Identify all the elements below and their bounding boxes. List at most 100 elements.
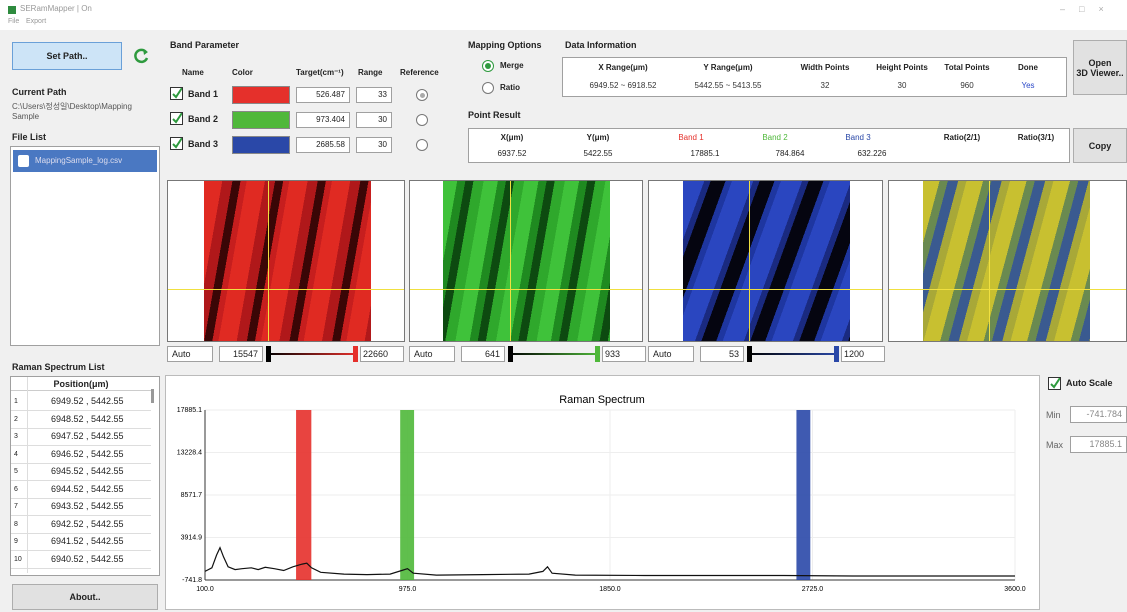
range-input[interactable]: 30 bbox=[356, 112, 392, 128]
column-header: X(μm) bbox=[472, 133, 552, 142]
column-header: Target(cm⁻¹) bbox=[296, 68, 344, 77]
min-label: Min bbox=[1046, 410, 1061, 420]
column-header: X Range(μm) bbox=[583, 63, 663, 72]
file-list: MappingSample_log.csv bbox=[10, 146, 160, 346]
column-value: 6937.52 bbox=[472, 149, 552, 158]
column-header: Range bbox=[358, 68, 382, 77]
slider-thumb[interactable] bbox=[508, 346, 513, 362]
auto-scale-label[interactable]: Auto Scale bbox=[1066, 378, 1113, 388]
reference-radio[interactable] bbox=[416, 89, 428, 101]
chart-title: Raman Spectrum bbox=[559, 394, 645, 406]
band-name: Band 2 bbox=[188, 114, 218, 124]
spectrum-list-label: Raman Spectrum List bbox=[12, 362, 105, 372]
mode-select[interactable]: Auto bbox=[648, 346, 694, 362]
band-highlight bbox=[400, 410, 414, 580]
reference-radio[interactable] bbox=[416, 114, 428, 126]
column-header: Y(μm) bbox=[558, 133, 638, 142]
max-input[interactable]: 22660 bbox=[360, 346, 404, 362]
row-position: 6945.52 , 5442.55 bbox=[51, 463, 124, 480]
row-index: 8 bbox=[14, 516, 18, 533]
mode-select[interactable]: Auto bbox=[167, 346, 213, 362]
row-index: 9 bbox=[14, 533, 18, 550]
option-label[interactable]: Ratio bbox=[500, 83, 520, 92]
band3-map bbox=[683, 181, 850, 341]
column-header: Band 3 bbox=[818, 133, 898, 142]
menu-item[interactable]: File bbox=[8, 18, 19, 25]
crosshair bbox=[989, 181, 990, 341]
radio-button[interactable] bbox=[482, 82, 494, 94]
row-position: 6947.52 , 5442.55 bbox=[51, 428, 124, 445]
crosshair bbox=[749, 181, 750, 341]
point-result-title: Point Result bbox=[468, 110, 521, 120]
crosshair bbox=[410, 289, 642, 290]
column-value: 17885.1 bbox=[665, 149, 745, 158]
band1-map bbox=[204, 181, 371, 341]
y-tick-label: 17885.1 bbox=[177, 407, 202, 414]
checkbox[interactable] bbox=[170, 112, 183, 125]
open-3d-viewer-button[interactable]: Open 3D Viewer.. bbox=[1073, 40, 1127, 95]
about-button[interactable]: About.. bbox=[12, 584, 158, 610]
slider-track[interactable] bbox=[748, 353, 838, 355]
min-input[interactable]: 15547 bbox=[219, 346, 263, 362]
band-color[interactable] bbox=[232, 86, 290, 104]
mode-select[interactable]: Auto bbox=[409, 346, 455, 362]
band-color[interactable] bbox=[232, 136, 290, 154]
slider-thumb[interactable] bbox=[834, 346, 839, 362]
set-path-button[interactable]: Set Path.. bbox=[12, 42, 122, 70]
file-item[interactable]: MappingSample_log.csv bbox=[13, 150, 157, 172]
crosshair bbox=[510, 181, 511, 341]
column-header: Band 1 bbox=[651, 133, 731, 142]
min-input[interactable]: -741.784 bbox=[1070, 406, 1127, 423]
spectrum-chart: Raman Spectrum -741.83914.98571.713228.4… bbox=[165, 375, 1040, 610]
merge-map bbox=[923, 181, 1090, 341]
checkbox[interactable] bbox=[170, 87, 183, 100]
scrollbar[interactable] bbox=[151, 389, 154, 403]
radio-button[interactable] bbox=[482, 60, 494, 72]
target-input[interactable]: 526.487 bbox=[296, 87, 350, 103]
max-input[interactable]: 17885.1 bbox=[1070, 436, 1127, 453]
row-index: 7 bbox=[14, 498, 18, 515]
row-index: 10 bbox=[14, 551, 22, 568]
slider-thumb[interactable] bbox=[266, 346, 271, 362]
column-divider bbox=[27, 377, 28, 573]
range-input[interactable]: 33 bbox=[356, 87, 392, 103]
max-input[interactable]: 933 bbox=[602, 346, 646, 362]
slider-thumb[interactable] bbox=[747, 346, 752, 362]
row-position: 6943.52 , 5442.55 bbox=[51, 498, 124, 515]
target-input[interactable]: 2685.58 bbox=[296, 137, 350, 153]
checkbox[interactable] bbox=[1048, 377, 1061, 390]
column-header: Done bbox=[988, 63, 1068, 72]
row-position: 6948.52 , 5442.55 bbox=[51, 411, 124, 428]
spectrum-list-header: Position(μm) bbox=[11, 377, 151, 391]
menu-item[interactable]: Export bbox=[26, 18, 46, 25]
column-header: Reference bbox=[400, 68, 439, 77]
slider-track[interactable] bbox=[509, 353, 599, 355]
band1-map-panel bbox=[167, 180, 405, 342]
refresh-icon[interactable] bbox=[132, 47, 150, 65]
min-input[interactable]: 53 bbox=[700, 346, 744, 362]
target-input[interactable]: 973.404 bbox=[296, 112, 350, 128]
min-input[interactable]: 641 bbox=[461, 346, 505, 362]
slider-thumb[interactable] bbox=[595, 346, 600, 362]
range-input[interactable]: 30 bbox=[356, 137, 392, 153]
row-index: 3 bbox=[14, 428, 18, 445]
current-path: C:\Users\정성일\Desktop\Mapping Sample bbox=[12, 102, 158, 122]
app-window: SERamMapper | On File Export –□× Set Pat… bbox=[0, 0, 1127, 612]
band-highlight bbox=[296, 410, 311, 580]
slider-track[interactable] bbox=[267, 353, 357, 355]
max-label: Max bbox=[1046, 440, 1063, 450]
row-divider bbox=[11, 568, 151, 569]
radio-dot bbox=[420, 93, 425, 98]
reference-radio[interactable] bbox=[416, 139, 428, 151]
copy-button[interactable]: Copy bbox=[1073, 128, 1127, 163]
slider-thumb[interactable] bbox=[353, 346, 358, 362]
band-color[interactable] bbox=[232, 111, 290, 129]
x-tick-label: 100.0 bbox=[196, 586, 214, 593]
window-controls[interactable]: –□× bbox=[1060, 4, 1118, 14]
max-input[interactable]: 1200 bbox=[841, 346, 885, 362]
file-icon bbox=[18, 155, 29, 167]
column-header: Band 2 bbox=[735, 133, 815, 142]
checkbox[interactable] bbox=[170, 137, 183, 150]
option-label[interactable]: Merge bbox=[500, 61, 524, 70]
